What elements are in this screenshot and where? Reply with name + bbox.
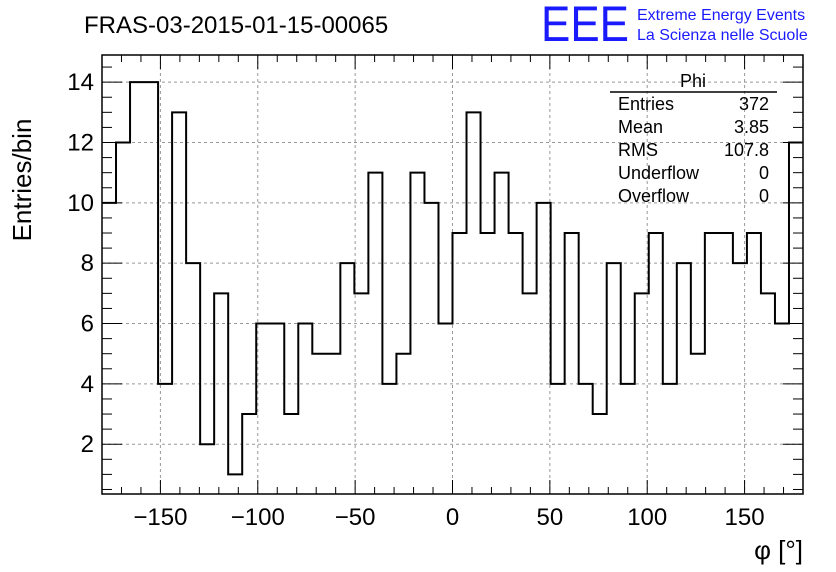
axes xyxy=(101,54,804,495)
histogram-bin xyxy=(551,384,565,494)
histogram-bin xyxy=(775,324,789,494)
histogram-bin xyxy=(130,82,144,494)
histogram-bars xyxy=(102,81,803,494)
x-tick-label: 100 xyxy=(627,504,667,531)
histogram-bin xyxy=(481,233,495,494)
histogram-bin xyxy=(326,354,340,494)
histogram-bin xyxy=(523,293,537,494)
histogram-bin xyxy=(593,414,607,494)
histogram-bin xyxy=(649,233,663,494)
y-tick-label: 8 xyxy=(81,250,94,277)
histogram-bin xyxy=(242,414,256,494)
histogram-bin xyxy=(144,82,158,494)
histogram-bin xyxy=(677,263,691,494)
histogram-bin xyxy=(158,384,172,494)
y-tick-label: 4 xyxy=(81,371,94,398)
histogram-bin xyxy=(354,293,368,494)
histogram-bin xyxy=(453,233,467,494)
histogram-bin xyxy=(537,203,551,494)
histogram-bin xyxy=(340,263,354,494)
histogram-bin xyxy=(228,474,242,494)
histogram-bin xyxy=(382,384,396,494)
x-tick-label: 50 xyxy=(537,504,564,531)
histogram-bin xyxy=(116,142,130,494)
logo-line2: La Scienza nelle Scuole xyxy=(637,27,808,44)
logo-mark: EEE xyxy=(541,0,629,52)
stats-label: RMS xyxy=(618,140,658,160)
histogram-bin xyxy=(410,173,424,494)
histogram-bin xyxy=(214,293,228,494)
y-tick-label: 10 xyxy=(67,190,94,217)
stats-label: Entries xyxy=(618,94,674,114)
stats-box: Phi Entries 372 Mean 3.85 RMS 107.8 Underflow 0… xyxy=(610,71,777,206)
histogram-outline xyxy=(102,81,803,476)
histogram-bin xyxy=(284,414,298,494)
stats-value: 0 xyxy=(759,186,769,206)
histogram-bin xyxy=(424,203,438,494)
histogram-bin xyxy=(509,233,523,494)
histogram-bin xyxy=(719,233,733,494)
histogram-bin xyxy=(747,233,761,494)
histogram-bin xyxy=(495,173,509,494)
histogram-bin xyxy=(705,233,719,494)
histogram-bin xyxy=(438,324,452,494)
histogram-bin xyxy=(270,324,284,494)
y-tick-label: 2 xyxy=(81,431,94,458)
x-tick-label: −150 xyxy=(133,504,187,531)
stats-rows: Entries 372 Mean 3.85 RMS 107.8 Underflow 0 Over… xyxy=(618,94,769,206)
y-axis-label: Entries/bin xyxy=(7,119,37,242)
histogram-bin xyxy=(312,354,326,494)
stats-title: Phi xyxy=(680,71,706,91)
histogram-bin xyxy=(789,142,803,494)
histogram-bin xyxy=(200,444,214,494)
histogram-bin xyxy=(691,354,705,494)
stats-value: 372 xyxy=(739,94,769,114)
stats-label: Underflow xyxy=(618,163,700,183)
x-axis-label: φ [°] xyxy=(754,535,803,565)
chart-title: FRAS-03-2015-01-15-00065 xyxy=(84,12,388,39)
x-tick-label: 150 xyxy=(725,504,765,531)
histogram-bin xyxy=(256,324,270,494)
x-tick-label: −100 xyxy=(231,504,285,531)
histogram-bin xyxy=(186,263,200,494)
histogram-bin xyxy=(733,263,747,494)
histogram-bin xyxy=(172,112,186,494)
histogram-bin xyxy=(579,384,593,494)
histogram-bin xyxy=(621,384,635,494)
histogram-bin xyxy=(467,112,481,494)
histogram-bin xyxy=(396,354,410,494)
stats-value: 3.85 xyxy=(734,117,769,137)
histogram-bin xyxy=(607,263,621,494)
histogram-bin xyxy=(102,203,116,494)
stats-label: Overflow xyxy=(618,186,690,206)
x-tick-label: −50 xyxy=(335,504,376,531)
histogram-bin xyxy=(298,324,312,494)
stats-label: Mean xyxy=(618,117,663,137)
eee-logo: EEE Extreme Energy Events La Scienza nel… xyxy=(541,0,808,52)
x-tick-label: 0 xyxy=(446,504,459,531)
y-tick-label: 6 xyxy=(81,311,94,338)
logo-line1: Extreme Energy Events xyxy=(637,7,805,24)
histogram-bin xyxy=(368,173,382,494)
histogram-bin xyxy=(635,293,649,494)
histogram-bin xyxy=(663,384,677,494)
y-tick-label: 14 xyxy=(67,69,94,96)
stats-value: 0 xyxy=(759,163,769,183)
y-tick-label: 12 xyxy=(67,129,94,156)
histogram-bin xyxy=(761,293,775,494)
tick-labels: −150 −100 −50 0 50 100 150 2 4 6 8 10 12 14 xyxy=(67,69,764,531)
histogram-bin xyxy=(565,233,579,494)
stats-value: 107.8 xyxy=(724,140,769,160)
